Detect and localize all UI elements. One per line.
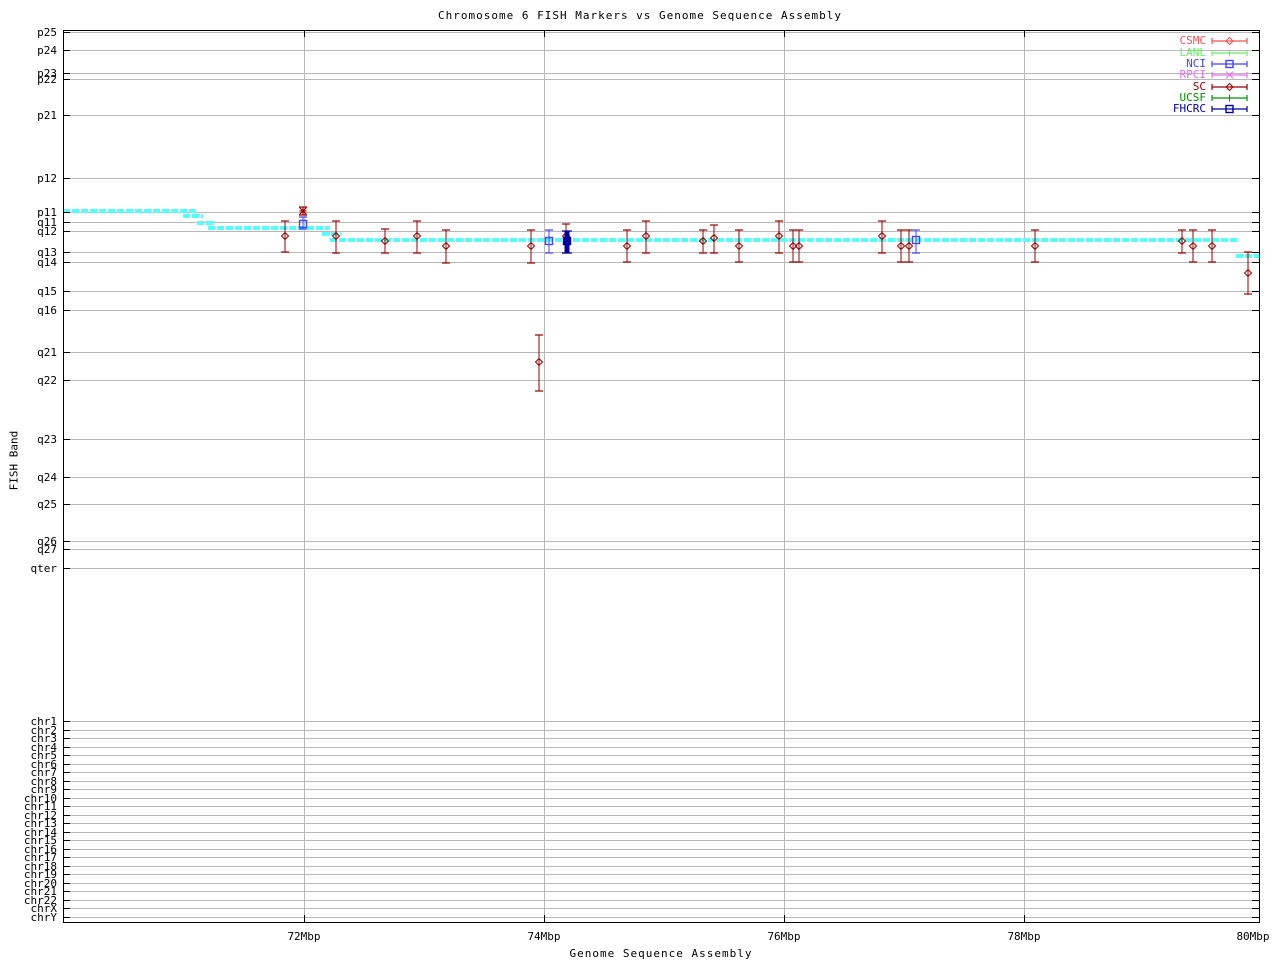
y-tick-label-chr18: chr18	[23, 860, 57, 873]
y-tick-label-q15: q15	[37, 285, 57, 298]
marker-diamond	[1207, 241, 1217, 251]
y-tick-label-chr16: chr16	[23, 843, 57, 856]
x-axis-title: Genome Sequence Assembly	[569, 947, 753, 960]
marker-diamond	[877, 231, 887, 241]
y-tick-label-p22: p22	[37, 73, 57, 86]
y-tick-label-q24: q24	[37, 471, 57, 484]
marker-diamond	[622, 241, 632, 251]
marker-diamond	[441, 241, 451, 251]
marker-square	[544, 236, 554, 246]
marker-diamond	[904, 241, 914, 251]
y-tick-label-q23: q23	[37, 433, 57, 446]
marker-diamond	[1188, 241, 1198, 251]
marker-diamond	[534, 357, 544, 367]
marker-diamond	[380, 236, 390, 246]
plot-border	[63, 30, 1260, 923]
marker-square	[298, 219, 308, 229]
marker-diamond	[709, 233, 719, 243]
y-axis-title: FISH Band	[7, 430, 21, 491]
x-tick-label-72Mbp: 72Mbp	[287, 930, 321, 943]
marker-diamond	[1243, 268, 1253, 278]
marker-square	[1225, 104, 1234, 114]
y-tick-label-chr9: chr9	[30, 783, 58, 796]
marker-diamond	[526, 241, 536, 251]
marker-diamond	[698, 236, 708, 246]
marker-x	[1225, 71, 1234, 79]
y-tick-label-q25: q25	[37, 498, 57, 511]
y-tick-label-q27: q27	[37, 543, 57, 556]
y-tick-label-q13: q13	[37, 246, 57, 259]
x-tick-label-80Mbp: 80Mbp	[1236, 930, 1270, 943]
marker-diamond	[794, 241, 804, 251]
y-tick-label-q21: q21	[37, 346, 57, 359]
marker-diamond	[1030, 241, 1040, 251]
y-tick-label-p25: p25	[37, 26, 57, 39]
marker-diamond	[1225, 36, 1234, 46]
y-tick-label-chrX: chrX	[30, 902, 58, 915]
y-tick-label-chr7: chr7	[30, 766, 58, 779]
y-tick-label-chr4: chr4	[30, 741, 58, 754]
y-tick-label-p11: p11	[37, 206, 57, 219]
legend-label-CSMC: CSMC	[1179, 34, 1207, 47]
legend-label-LANL: LANL	[1179, 46, 1207, 59]
y-tick-label-chr20: chr20	[23, 877, 57, 890]
legend-label-UCSF: UCSF	[1179, 91, 1207, 104]
legend-label-NCI: NCI	[1186, 57, 1206, 70]
y-tick-label-chr5: chr5	[30, 749, 58, 762]
y-tick-label-chr2: chr2	[30, 724, 58, 737]
y-tick-label-chr15: chr15	[23, 834, 57, 847]
marker-diamond	[331, 231, 341, 241]
marker-diamond	[412, 231, 422, 241]
marker-diamond	[1177, 236, 1187, 246]
y-tick-label-chr8: chr8	[30, 775, 58, 788]
y-tick-label-chr17: chr17	[23, 851, 57, 864]
y-tick-label-p24: p24	[37, 44, 57, 57]
y-tick-label-q26: q26	[37, 535, 57, 548]
y-tick-label-chr6: chr6	[30, 758, 58, 771]
y-tick-label-chr21: chr21	[23, 885, 57, 898]
x-tick-label-74Mbp: 74Mbp	[527, 930, 561, 943]
y-tick-label-chr19: chr19	[23, 868, 57, 881]
chart-title: Chromosome 6 FISH Markers vs Genome Sequ…	[438, 9, 842, 22]
marker-diamond	[641, 231, 651, 241]
marker-diamond	[734, 241, 744, 251]
y-tick-label-chr22: chr22	[23, 894, 57, 907]
marker-diamond	[788, 241, 798, 251]
marker-diamond	[1225, 82, 1234, 92]
y-tick-label-chr1: chr1	[30, 715, 58, 728]
marker-diamond	[774, 231, 784, 241]
y-tick-label-p12: p12	[37, 172, 57, 185]
y-tick-label-chr12: chr12	[23, 809, 57, 822]
y-tick-label-p21: p21	[37, 109, 57, 122]
y-tick-label-q22: q22	[37, 374, 57, 387]
y-tick-label-q14: q14	[37, 256, 57, 269]
y-tick-label-chr3: chr3	[30, 732, 58, 745]
marker-square	[562, 236, 572, 246]
y-tick-label-chrY: chrY	[30, 911, 58, 924]
x-tick-label-76Mbp: 76Mbp	[767, 930, 801, 943]
y-tick-label-chr14: chr14	[23, 826, 57, 839]
y-tick-label-q12: q12	[37, 225, 57, 238]
y-tick-label-p23: p23	[37, 67, 57, 80]
y-tick-label-q11: q11	[37, 216, 57, 229]
y-tick-label-q16: q16	[37, 304, 57, 317]
marker-diamond	[280, 231, 290, 241]
y-tick-label-qter: qter	[30, 562, 58, 575]
legend-label-SC: SC	[1192, 80, 1206, 93]
legend-label-RPCI: RPCI	[1179, 68, 1207, 81]
y-tick-label-chr11: chr11	[23, 800, 57, 813]
marker-diamond	[896, 241, 906, 251]
y-tick-label-chr10: chr10	[23, 792, 57, 805]
x-tick-label-78Mbp: 78Mbp	[1007, 930, 1041, 943]
legend-label-FHCRC: FHCRC	[1172, 102, 1206, 115]
marker-square	[1225, 59, 1234, 69]
y-tick-label-chr13: chr13	[23, 817, 57, 830]
marker-square	[911, 235, 921, 245]
